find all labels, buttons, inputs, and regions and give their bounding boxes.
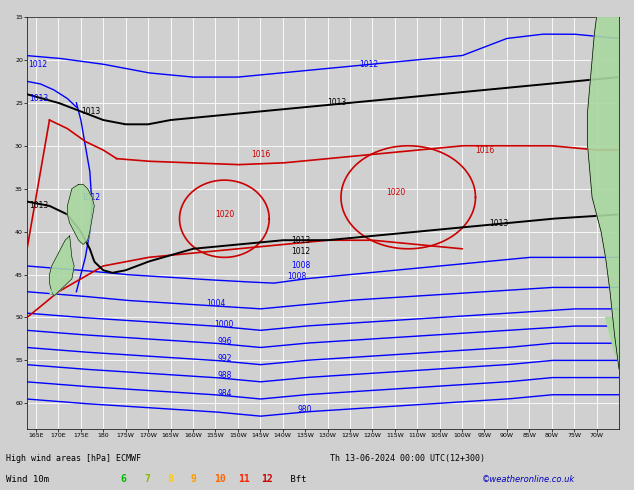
Polygon shape [588,17,619,369]
Text: 1013: 1013 [29,94,49,103]
Text: High wind areas [hPa] ECMWF: High wind areas [hPa] ECMWF [6,454,141,463]
Text: 1012: 1012 [28,60,47,69]
Text: 984: 984 [217,389,231,397]
Text: 1008: 1008 [287,272,306,281]
Text: 9: 9 [191,474,197,484]
Text: 1016: 1016 [251,150,271,159]
Text: ©weatheronline.co.uk: ©weatheronline.co.uk [482,475,575,484]
Text: 1012: 1012 [81,193,100,202]
Text: 1012: 1012 [292,247,311,256]
Text: 988: 988 [217,371,231,380]
Text: 7: 7 [144,474,150,484]
Text: Wind 10m: Wind 10m [6,475,49,484]
Text: Bft: Bft [285,475,306,484]
Text: 980: 980 [298,405,313,414]
Text: Th 13-06-2024 00:00 UTC(12+300): Th 13-06-2024 00:00 UTC(12+300) [330,454,484,463]
Text: 1016: 1016 [476,146,495,154]
Text: 1000: 1000 [215,320,234,329]
Text: 1020: 1020 [386,189,405,197]
Text: 1008: 1008 [292,262,311,270]
Text: 1013: 1013 [29,201,49,210]
Polygon shape [49,236,74,296]
Polygon shape [67,184,94,245]
Text: 10: 10 [214,474,226,484]
Text: 992: 992 [217,354,231,363]
Text: 1004: 1004 [205,299,225,308]
Polygon shape [49,290,52,294]
Text: 1013: 1013 [292,236,311,245]
Text: 6: 6 [120,474,126,484]
Polygon shape [605,318,619,361]
Text: 996: 996 [217,337,231,346]
Text: 8: 8 [167,474,173,484]
Text: 11: 11 [238,474,250,484]
Text: 1020: 1020 [216,210,235,219]
Text: 1012: 1012 [359,60,378,69]
Text: 12: 12 [261,474,273,484]
Text: 1013: 1013 [81,107,100,116]
Text: 1013: 1013 [489,219,508,227]
Text: 1013: 1013 [328,98,347,107]
